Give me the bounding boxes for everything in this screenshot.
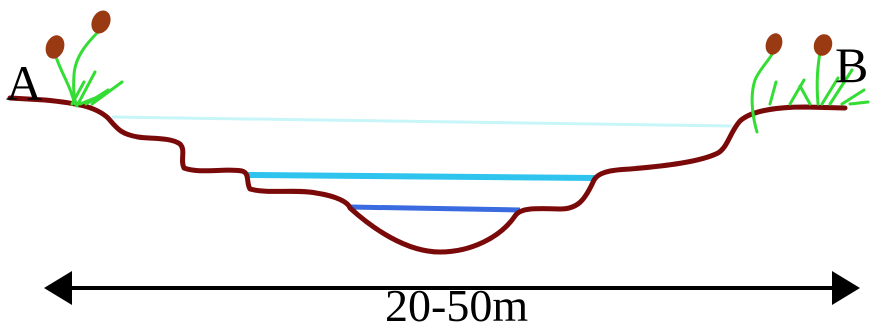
- point-b-label: B: [835, 37, 869, 93]
- river-bank-profile: [7, 95, 848, 255]
- flood-water-level-line: [111, 115, 733, 128]
- left-cattail-plants-icon: [45, 10, 124, 108]
- width-double-arrow-icon: [44, 271, 860, 305]
- right-cattail-plants-icon: [750, 33, 870, 134]
- river-width-label: 20-50m: [385, 280, 529, 331]
- point-a-label: A: [6, 55, 43, 111]
- normal-water-level-line: [247, 172, 597, 181]
- low-water-level-line: [349, 204, 521, 213]
